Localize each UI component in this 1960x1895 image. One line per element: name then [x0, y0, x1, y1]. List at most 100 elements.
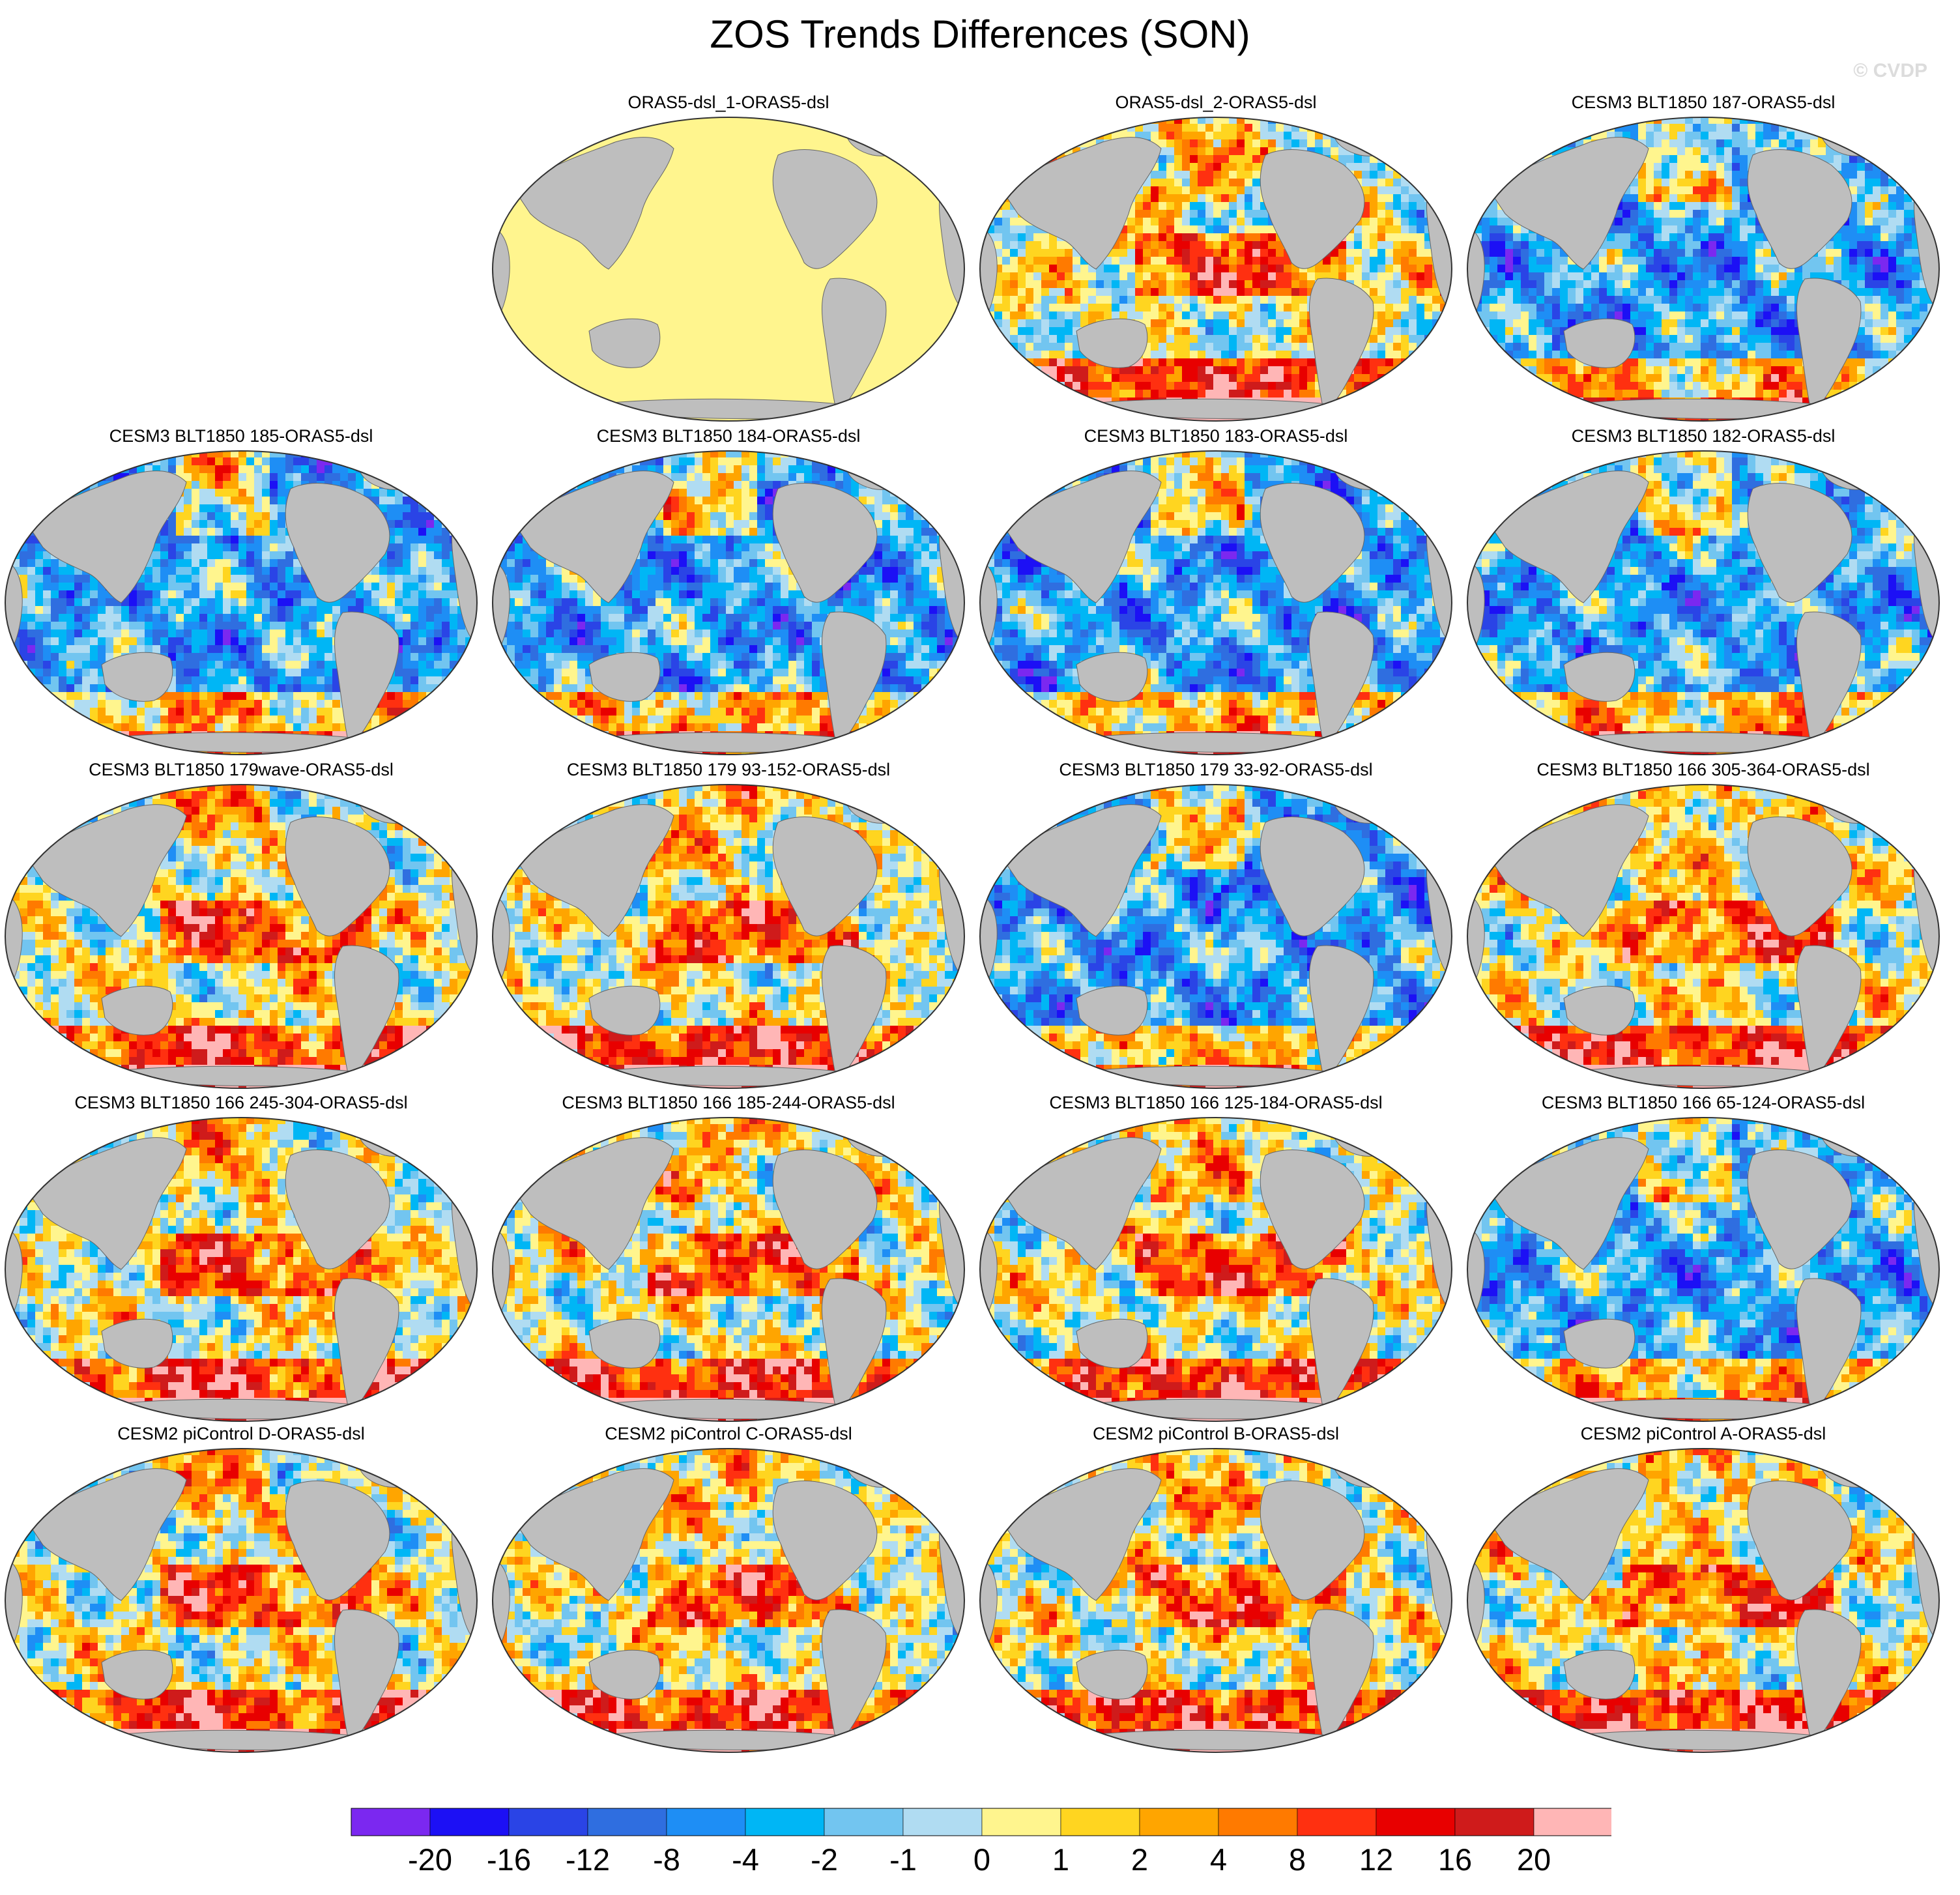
map-panel: CESM3 BLT1850 183-ORAS5-dsl: [979, 425, 1453, 755]
land-mass: [1308, 945, 1374, 1080]
ocean-field: [569, 1171, 859, 1421]
trend-map: [492, 117, 965, 422]
ocean-field: [1467, 155, 1935, 358]
panel-title: CESM3 BLT1850 179wave-ORAS5-dsl: [89, 760, 394, 779]
land-mass: [1492, 1468, 1649, 1601]
land-mass: [285, 1481, 390, 1600]
map-outline: [979, 784, 1452, 1089]
ocean-field: [546, 465, 953, 692]
land-mass: [334, 1278, 399, 1413]
ocean-field: [98, 451, 426, 755]
land-mass: [1563, 1649, 1636, 1700]
trend-map: [1467, 1117, 1940, 1422]
land-mass: [1747, 149, 1852, 269]
colorbar-swatch: [429, 1808, 510, 1836]
panel-title: CESM3 BLT1850 166 245-304-ORAS5-dsl: [74, 1093, 408, 1112]
ocean-field: [562, 785, 960, 1088]
land-mass: [1563, 652, 1636, 702]
ocean-field: [1482, 785, 1927, 1065]
land-mass: [1004, 1468, 1162, 1601]
map-panel: CESM2 piControl A-ORAS5-dsl: [1466, 1423, 1940, 1753]
land-mass: [517, 1468, 674, 1601]
colorbar-swatch: [1297, 1808, 1377, 1836]
ocean-field: [569, 1463, 906, 1752]
land-mass: [101, 985, 173, 1035]
ocean-field: [994, 1455, 1440, 1744]
map-outline: [5, 450, 478, 755]
colorbar-swatch: [587, 1808, 667, 1836]
ocean-field: [20, 1463, 465, 1690]
cvdp-watermark: © CVDP: [1853, 60, 1927, 81]
ocean-field: [1467, 117, 1939, 358]
ocean-field: [538, 1565, 859, 1752]
panel-title: CESM2 piControl C-ORAS5-dsl: [605, 1424, 852, 1443]
colorbar-tick-label: 20: [1516, 1842, 1551, 1877]
ocean-field: [1544, 1118, 1865, 1421]
land-mass: [1563, 985, 1636, 1035]
ocean-field: [1467, 520, 1935, 684]
panel-title: CESM3 BLT1850 185-ORAS5-dsl: [109, 426, 373, 446]
ocean-field: [1049, 785, 1354, 1088]
ocean-field: [493, 1124, 964, 1367]
map-outline: [5, 784, 478, 1089]
colorbar-tick-label: 12: [1359, 1842, 1394, 1877]
panel-title: CESM3 BLT1850 182-ORAS5-dsl: [1571, 426, 1836, 446]
land-mass: [101, 1649, 173, 1700]
map-outline: [492, 450, 965, 755]
panel-title: CESM3 BLT1850 187-ORAS5-dsl: [1571, 93, 1836, 112]
panel-title: CESM2 piControl D-ORAS5-dsl: [117, 1424, 365, 1443]
ocean-field: [121, 854, 434, 1088]
ocean-field: [1560, 1187, 1873, 1421]
ocean-field: [538, 451, 945, 755]
land-mass: [29, 1468, 187, 1601]
colorbar-tick-label: -2: [811, 1842, 838, 1877]
land-mass: [517, 470, 674, 603]
ocean-field: [1010, 1140, 1393, 1421]
map-panel: CESM2 piControl D-ORAS5-dsl: [4, 1423, 478, 1753]
colorbar-swatch: [824, 1808, 904, 1836]
colorbar-tick-label: 16: [1437, 1842, 1473, 1877]
land-mass: [1004, 804, 1162, 937]
trend-map: [979, 117, 1452, 422]
ocean-field: [562, 1455, 921, 1752]
land-mass: [1492, 804, 1649, 937]
land-mass: [1004, 137, 1162, 270]
colorbar-tick-label: -4: [732, 1842, 759, 1877]
ocean-field: [1505, 785, 1888, 1088]
ocean-field: [59, 1455, 418, 1729]
map-panel: CESM3 BLT1850 179wave-ORAS5-dsl: [4, 759, 478, 1089]
ocean-field: [1049, 1565, 1346, 1752]
map-outline: [492, 1117, 965, 1422]
land-mass: [1076, 318, 1148, 368]
land-mass: [29, 470, 187, 603]
ocean-field: [1552, 1118, 1865, 1421]
figure-title: ZOS Trends Differences (SON): [710, 12, 1250, 56]
ocean-field: [1073, 1234, 1385, 1421]
ocean-field: [980, 124, 1452, 398]
colorbar-swatch: [1139, 1808, 1219, 1836]
ocean-field: [5, 1118, 477, 1398]
land-mass: [1004, 1137, 1162, 1270]
colorbar-swatch: [1454, 1808, 1535, 1836]
panel-title: CESM3 BLT1850 166 185-244-ORAS5-dsl: [562, 1093, 895, 1112]
map-panel: ORAS5-dsl_2-ORAS5-dsl: [979, 91, 1453, 422]
ocean-field: [499, 451, 960, 692]
map-panel: CESM3 BLT1850 182-ORAS5-dsl: [1466, 425, 1940, 755]
land-mass: [588, 652, 661, 702]
land-mass: [588, 985, 661, 1035]
trend-map: [5, 1448, 478, 1753]
trend-map: [5, 450, 478, 755]
map-panel: CESM3 BLT1850 187-ORAS5-dsl: [1466, 91, 1940, 422]
colorbar-swatch: [351, 1808, 431, 1836]
colorbar-tick-label: -8: [653, 1842, 680, 1877]
ocean-field: [980, 1124, 1452, 1421]
land-mass: [1308, 1278, 1374, 1413]
ocean-field: [1771, 1674, 1787, 1690]
land-mass: [1308, 278, 1374, 413]
ocean-field: [1026, 451, 1452, 755]
panel-title: CESM3 BLT1850 166 305-364-ORAS5-dsl: [1536, 760, 1870, 779]
map-outline: [979, 1448, 1452, 1753]
trend-map: [979, 1117, 1452, 1422]
map-outline: [1467, 1448, 1940, 1753]
land-mass: [1796, 945, 1862, 1080]
